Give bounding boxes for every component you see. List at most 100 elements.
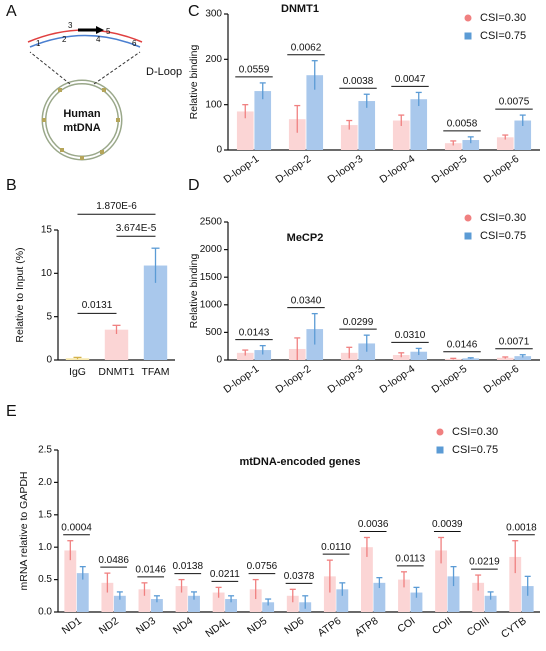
legend-label: CSI=0.75 xyxy=(452,444,498,456)
bar xyxy=(336,589,349,612)
legend-label: CSI=0.30 xyxy=(480,212,526,224)
marker: 3 xyxy=(68,21,73,30)
ring-markers xyxy=(42,88,120,160)
legend-label: CSI=0.30 xyxy=(480,12,526,24)
p-value: 0.0036 xyxy=(358,519,389,530)
bar xyxy=(514,120,532,150)
x-tick-label: D-loop-1 xyxy=(221,153,261,186)
bar xyxy=(398,579,410,612)
x-tick-label: D-loop-6 xyxy=(481,363,521,396)
bar xyxy=(249,589,262,612)
bar xyxy=(392,355,410,360)
panel-label: A xyxy=(6,3,17,20)
x-tick-label: TFAM xyxy=(142,366,170,378)
x-tick-label: D-loop-3 xyxy=(325,153,365,186)
y-axis-label: Relative binding xyxy=(188,253,200,328)
y-tick-label: 100 xyxy=(205,99,222,110)
legend-marker xyxy=(464,14,472,22)
p-value: 0.0058 xyxy=(447,118,478,129)
marker: 5 xyxy=(106,27,111,36)
p-value: 0.0378 xyxy=(284,571,315,582)
bar xyxy=(410,592,423,612)
bar xyxy=(514,356,532,360)
p-value: 0.0062 xyxy=(291,42,322,53)
strand-light xyxy=(29,34,141,48)
y-axis-label: Relative binding xyxy=(188,44,200,119)
y-tick-label: 300 xyxy=(205,9,222,20)
p-value: 0.0004 xyxy=(61,522,92,533)
p-value: 0.0039 xyxy=(432,519,463,530)
marker: 2 xyxy=(62,35,67,44)
p-value: 0.0146 xyxy=(135,564,166,575)
x-tick-label: D-loop-5 xyxy=(429,153,469,186)
legend-label: CSI=0.75 xyxy=(480,230,526,242)
p-value: 0.0559 xyxy=(239,65,270,76)
x-tick-label: D-loop-3 xyxy=(325,363,365,396)
chart-title: MeCP2 xyxy=(287,232,324,244)
bar xyxy=(254,91,272,150)
p-value: 0.0340 xyxy=(291,295,322,306)
bar xyxy=(306,75,324,150)
legend-marker xyxy=(436,446,444,454)
marker: 6 xyxy=(132,39,137,48)
legend-label: CSI=0.30 xyxy=(452,426,498,438)
p-value: 0.0075 xyxy=(499,97,530,108)
x-tick-label: DNMT1 xyxy=(98,366,134,378)
dloop-label: D-Loop xyxy=(146,66,182,78)
bar xyxy=(392,120,410,150)
y-tick-label: 2500 xyxy=(200,217,223,228)
x-tick-label: D-loop-6 xyxy=(481,153,521,186)
x-tick-label: D-loop-2 xyxy=(273,363,313,396)
mtdna-ring-inner xyxy=(43,81,121,159)
legend-marker xyxy=(464,214,472,222)
y-tick-label: 0.5 xyxy=(38,574,52,585)
bar xyxy=(444,143,462,150)
p-value: 3.674E-5 xyxy=(116,223,157,234)
bar xyxy=(236,352,254,360)
x-tick-label: ATP8 xyxy=(353,615,381,640)
p-value: 0.0219 xyxy=(469,557,500,568)
x-tick-label: ND5 xyxy=(245,615,269,637)
bar xyxy=(509,556,522,612)
y-axis-label: mRNA relative to GAPDH xyxy=(18,471,30,590)
x-tick-label: IgG xyxy=(69,366,86,378)
p-value: 0.0038 xyxy=(343,76,374,87)
x-tick-label: D-loop-4 xyxy=(377,153,417,186)
bar xyxy=(225,599,238,612)
x-tick-label: D-loop-5 xyxy=(429,363,469,396)
y-tick-label: 5 xyxy=(46,311,52,322)
zoom-line xyxy=(29,51,71,85)
bar xyxy=(462,140,480,150)
y-tick-label: 1.5 xyxy=(38,509,52,520)
p-value: 0.0310 xyxy=(395,330,426,341)
legend-marker xyxy=(464,232,472,240)
p-value: 0.0486 xyxy=(98,555,129,566)
y-tick-label: 0.0 xyxy=(38,607,52,618)
bar xyxy=(104,329,129,360)
x-tick-label: D-loop-2 xyxy=(273,153,313,186)
center-label: mtDNA xyxy=(63,122,100,134)
bar xyxy=(236,111,254,150)
arrow-head xyxy=(96,26,104,34)
bar xyxy=(175,586,188,612)
x-tick-label: CYTB xyxy=(499,615,529,641)
panel-label: B xyxy=(6,177,17,194)
legend-label: CSI=0.75 xyxy=(480,30,526,42)
y-tick-label: 0 xyxy=(216,355,222,366)
panel-label: E xyxy=(6,403,17,420)
y-tick-label: 0 xyxy=(46,355,52,366)
bar xyxy=(138,589,151,612)
bar xyxy=(288,119,306,150)
marker: 4 xyxy=(96,35,101,44)
x-tick-label: ND1 xyxy=(60,615,84,637)
bar xyxy=(188,595,200,612)
marker: 1 xyxy=(36,39,41,48)
p-value: 0.0299 xyxy=(343,317,374,328)
panel-label: C xyxy=(188,3,200,20)
p-value: 0.0131 xyxy=(82,300,113,311)
p-value: 0.0211 xyxy=(210,569,240,580)
p-value: 0.0146 xyxy=(447,339,478,350)
bar xyxy=(262,602,275,612)
chart-title: DNMT1 xyxy=(281,3,319,15)
